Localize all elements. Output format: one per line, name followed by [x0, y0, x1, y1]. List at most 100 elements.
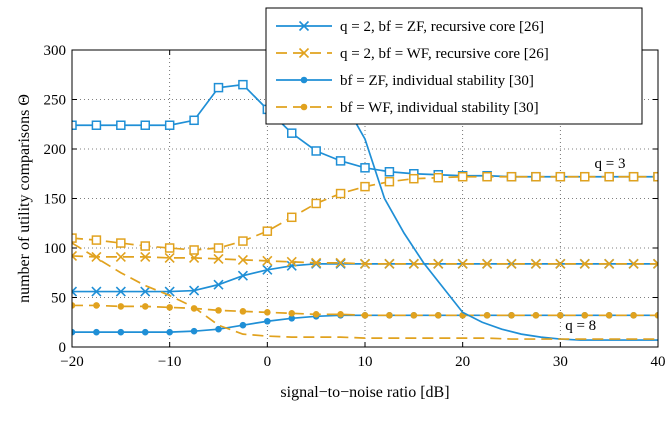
- data-point-square: [262, 226, 273, 236]
- data-point-x-stroke: [530, 258, 541, 269]
- data-point-square: [482, 171, 492, 182]
- data-point-x-stroke: [72, 286, 78, 293]
- data-point-x-stroke: [140, 251, 151, 262]
- data-point-dot: [72, 328, 76, 336]
- data-point-x: [311, 257, 322, 268]
- data-point-dot: [508, 312, 515, 319]
- data-point-dot: [532, 312, 540, 319]
- series: [72, 250, 658, 269]
- data-point-x-stroke: [298, 47, 310, 59]
- data-point-x: [628, 258, 639, 269]
- data-point-x-stroke: [213, 253, 224, 264]
- data-point-x: [164, 252, 175, 263]
- data-point-square: [409, 173, 419, 184]
- annotation-text: q = 8: [565, 318, 596, 334]
- data-point-square: [628, 171, 639, 182]
- data-point-square: [311, 146, 321, 156]
- data-point-square: [213, 82, 224, 93]
- data-point-x-stroke: [115, 251, 126, 262]
- x-tick-label: 20: [455, 354, 470, 370]
- data-point-x: [237, 254, 248, 265]
- data-point-square: [604, 171, 614, 182]
- data-point-x-stroke: [140, 286, 151, 297]
- data-point-square: [238, 236, 248, 246]
- data-point-x: [286, 256, 297, 267]
- data-point-x: [115, 251, 126, 262]
- data-point-dot: [300, 76, 308, 84]
- data-point-x: [604, 258, 615, 269]
- data-point-x: [433, 258, 444, 269]
- legend-label: q = 2, bf = WF, recursive core [26]: [340, 46, 549, 62]
- data-point-square: [189, 115, 199, 126]
- data-point-square: [116, 238, 126, 248]
- y-axis-label: number of utility comparisons Θ: [16, 94, 33, 303]
- data-point-square: [140, 120, 150, 130]
- data-point-x: [140, 286, 151, 297]
- data-point-dot: [654, 312, 658, 319]
- data-point-x-stroke: [189, 252, 200, 263]
- x-axis-label: signal−to−noise ratio [dB]: [280, 384, 449, 401]
- data-point-dot: [141, 303, 149, 310]
- data-point-square: [555, 171, 566, 182]
- data-point-square: [238, 79, 248, 90]
- data-point-dot: [288, 310, 296, 317]
- data-point-dot: [288, 314, 296, 322]
- series: [72, 242, 658, 340]
- data-point-dot: [215, 307, 222, 314]
- data-point-dot: [312, 311, 320, 318]
- data-point-x-stroke: [213, 279, 224, 290]
- data-point-dot: [410, 312, 418, 319]
- data-point-x: [140, 251, 151, 262]
- data-point-x: [298, 47, 310, 59]
- data-point-dot: [605, 312, 613, 319]
- annotation-text: q = 3: [595, 156, 626, 172]
- data-point-x-stroke: [457, 258, 468, 269]
- data-point-dot: [264, 309, 271, 316]
- data-point-x-stroke: [72, 254, 78, 261]
- data-point-dot: [215, 325, 222, 333]
- data-point-square: [164, 243, 175, 253]
- data-point-x: [189, 252, 200, 263]
- data-point-square: [580, 171, 590, 182]
- data-point-x-stroke: [298, 20, 310, 32]
- data-point-x-stroke: [579, 258, 590, 269]
- data-point-x: [359, 258, 371, 269]
- data-point-square: [287, 128, 297, 138]
- data-point-x-stroke: [652, 262, 658, 269]
- data-point-x: [262, 255, 273, 266]
- data-point-x-stroke: [286, 256, 297, 267]
- x-tick-label: −20: [60, 354, 83, 370]
- data-point-dot: [93, 328, 100, 336]
- data-point-x: [262, 264, 273, 275]
- data-point-square: [384, 167, 395, 177]
- data-point-square: [360, 181, 370, 192]
- data-point-square: [360, 163, 370, 173]
- data-point-x: [579, 258, 590, 269]
- data-point-square: [140, 241, 150, 251]
- data-point-dot: [239, 308, 247, 315]
- data-point-x: [530, 258, 541, 269]
- series-line: [72, 242, 658, 340]
- data-point-square: [189, 245, 199, 255]
- data-point-x-stroke: [555, 258, 566, 269]
- data-point-square: [506, 171, 517, 182]
- data-point-square: [433, 172, 443, 183]
- data-point-x-stroke: [237, 254, 248, 265]
- data-point-x: [335, 257, 346, 268]
- data-point-dot: [581, 312, 589, 319]
- data-point-x: [91, 286, 102, 297]
- data-point-x: [91, 251, 102, 262]
- data-point-square: [311, 198, 321, 209]
- data-point-x-stroke: [604, 258, 615, 269]
- data-point-x-stroke: [72, 290, 78, 297]
- data-point-x-stroke: [335, 257, 346, 268]
- data-point-dot: [93, 302, 100, 309]
- data-point-dot: [166, 328, 173, 336]
- data-point-square: [91, 120, 102, 130]
- legend-label: bf = WF, individual stability [30]: [340, 100, 539, 116]
- data-point-x-stroke: [408, 258, 419, 269]
- data-point-x: [237, 270, 248, 281]
- data-point-x: [213, 253, 224, 264]
- data-point-x-stroke: [506, 258, 517, 269]
